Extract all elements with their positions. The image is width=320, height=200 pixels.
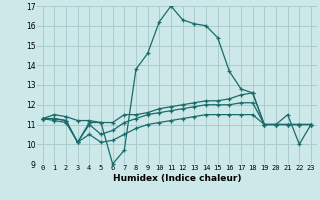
- X-axis label: Humidex (Indice chaleur): Humidex (Indice chaleur): [113, 174, 241, 183]
